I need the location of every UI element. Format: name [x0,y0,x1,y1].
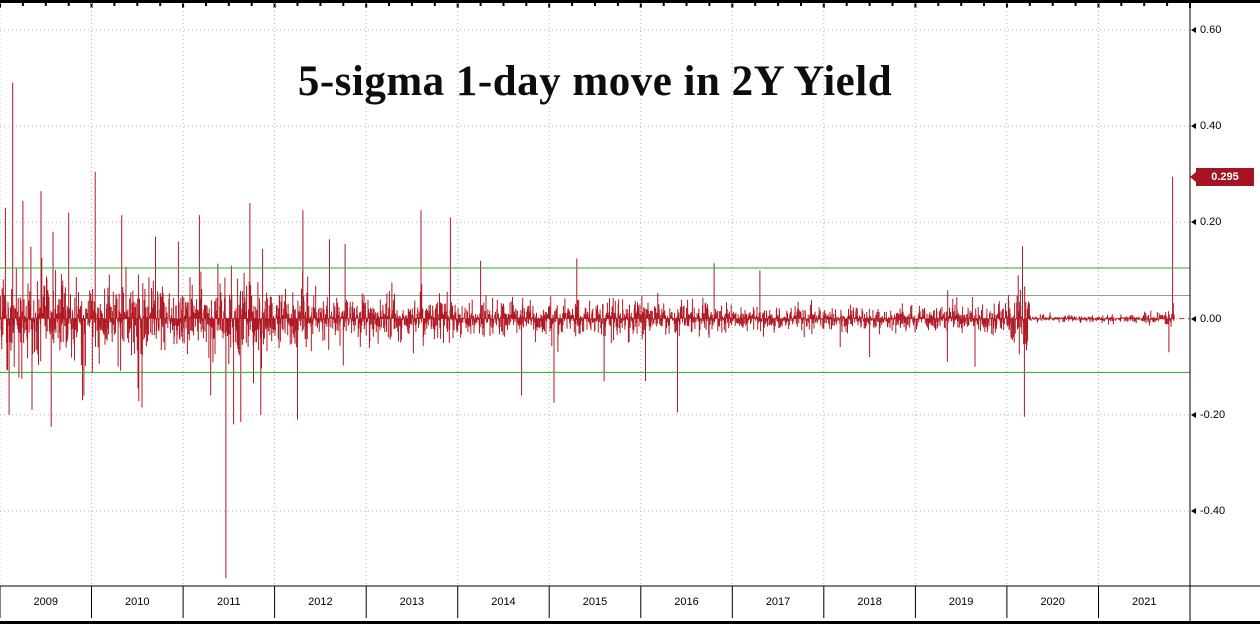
x-axis-year-label: 2017 [765,596,791,608]
x-axis-year-label: 2014 [491,596,516,608]
x-axis-year-label: 2020 [1040,596,1065,608]
last-value-pointer-icon [1190,171,1196,182]
y-tick-value: 0.60 [1200,23,1222,36]
yield-change-bars [0,82,1175,579]
x-axis-year-label: 2016 [674,596,699,608]
y-axis-tick-label: 0.40 [1191,119,1221,133]
tick-arrow-icon [1191,315,1196,322]
y-tick-value: 0.20 [1200,216,1222,229]
y-axis-tick-label: 0.20 [1191,215,1221,229]
x-axis-year-label: 2015 [582,596,608,608]
x-axis-year-label: 2009 [33,596,58,608]
tick-arrow-icon [1191,219,1196,226]
x-axis-year-label: 2018 [857,596,882,608]
sigma-band-lines [0,267,1190,373]
tick-arrow-icon [1191,26,1196,33]
tick-arrow-icon [1191,507,1196,514]
x-axis-year-label: 2013 [399,596,425,608]
y-tick-value: 0.40 [1200,120,1222,133]
y-axis-tick-label: -0.20 [1191,408,1225,422]
y-tick-value: -0.40 [1200,504,1226,517]
chart-title: 5-sigma 1-day move in 2Y Yield [297,58,893,105]
y-axis-tick-label: -0.40 [1191,504,1225,518]
y-tick-value: -0.20 [1200,408,1226,421]
last-value-badge: 0.295 [1196,167,1254,186]
x-axis-year-label: 2019 [948,596,974,608]
y-axis-tick-label: 0.60 [1191,23,1221,37]
tick-arrow-icon [1191,123,1196,130]
y-axis-tick-label: 0.00 [1191,312,1221,326]
y-tick-value: 0.00 [1200,312,1222,325]
x-axis-year-label: 2021 [1131,596,1157,608]
x-axis-year-label: 2011 [217,596,241,608]
x-axis-year-label: 2010 [125,596,150,608]
tick-arrow-icon [1191,411,1196,418]
top-border [0,3,1191,8]
x-axis-year-label: 2012 [308,596,333,608]
